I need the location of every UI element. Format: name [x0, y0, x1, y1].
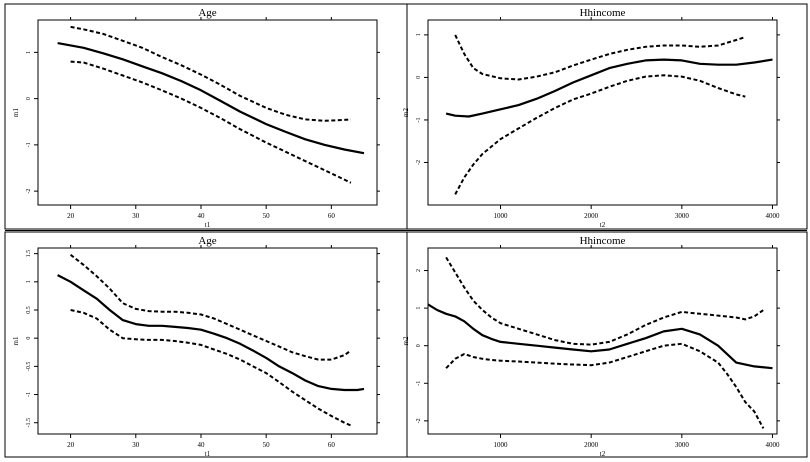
confidence-band-line — [70, 309, 352, 427]
x-axis-label: t2 — [600, 450, 606, 458]
estimate-line — [427, 303, 773, 370]
x-tick-label: 4000 — [765, 212, 780, 220]
y-tick-label: 0 — [26, 97, 32, 100]
y-tick-label: -1 — [26, 392, 32, 397]
confidence-band-line — [454, 34, 746, 81]
chart-title: Hhincome — [580, 235, 626, 247]
x-tick-label: 3000 — [675, 441, 690, 449]
x-axis-label: t1 — [205, 221, 211, 229]
x-tick-label: 20 — [67, 441, 75, 449]
y-tick-label: 1 — [26, 51, 32, 54]
chart-title: Hhincome — [580, 7, 626, 19]
y-tick-label: -0.5 — [26, 362, 32, 372]
x-tick-label: 50 — [263, 441, 271, 449]
confidence-band-line — [70, 60, 352, 184]
estimate-line — [57, 42, 365, 155]
y-axis-label: m1 — [12, 336, 20, 345]
y-tick-label: -1 — [26, 142, 32, 147]
estimate-line — [445, 58, 773, 118]
x-tick-label: 30 — [132, 212, 140, 220]
y-tick-label: 0 — [26, 337, 32, 340]
chart-title: Age — [198, 7, 216, 19]
chart-panel: Hhincome 1000 2000 3000 4000 -2 -1 0 1 t2 m2 — [402, 7, 780, 229]
chart-panel: Age 20 30 40 50 60 -2 -1 0 1 t1 m1 — [12, 7, 380, 229]
panel-frame-bottom-right — [406, 231, 808, 458]
x-tick-label: 50 — [263, 212, 271, 220]
confidence-band-line — [445, 256, 764, 346]
chart-panel: Age 20 30 40 50 60 -1.5 -1 -0.5 0 0.5 1 1.5 t1 m1 — [12, 235, 380, 458]
plot-area — [37, 247, 378, 435]
panel-frame-bottom-left — [4, 231, 408, 458]
y-tick-label: 2 — [416, 269, 422, 272]
x-tick-label: 1000 — [494, 441, 509, 449]
confidence-band-line — [69, 254, 352, 361]
y-tick-label: 1.5 — [26, 250, 32, 257]
x-tick-label: 2000 — [584, 212, 599, 220]
y-tick-label: 1 — [416, 33, 422, 36]
y-tick-label: 0.5 — [26, 306, 32, 314]
y-tick-label: -2 — [416, 418, 422, 423]
x-tick-label: 30 — [132, 441, 140, 449]
chart-title: Age — [198, 235, 216, 247]
y-tick-label: -1 — [416, 117, 422, 122]
y-tick-label: 1 — [416, 307, 422, 310]
y-tick-label: -2 — [26, 189, 32, 194]
x-tick-label: 60 — [328, 212, 336, 220]
x-tick-label: 3000 — [675, 212, 690, 220]
y-tick-label: 0 — [416, 344, 422, 347]
x-tick-label: 40 — [197, 441, 205, 449]
y-axis-label: m2 — [402, 108, 410, 117]
panel-frame-top-right — [406, 3, 808, 230]
x-axis-label: t1 — [205, 450, 211, 458]
y-tick-label: -1 — [416, 381, 422, 386]
x-tick-label: 1000 — [494, 212, 509, 220]
x-tick-label: 40 — [197, 212, 205, 220]
x-tick-label: 4000 — [765, 441, 780, 449]
y-tick-label: -1.5 — [26, 418, 32, 428]
plot-area — [427, 19, 778, 206]
plot-area — [427, 247, 778, 435]
x-tick-label: 60 — [328, 441, 336, 449]
y-tick-label: 1 — [26, 280, 32, 283]
y-tick-label: -2 — [416, 160, 422, 165]
estimate-line — [57, 274, 365, 392]
chart-panel: Hhincome 1000 2000 3000 4000 -2 -1 0 1 2 t2 m2 — [402, 235, 780, 458]
x-tick-label: 2000 — [584, 441, 599, 449]
y-axis-label: m2 — [402, 336, 410, 345]
confidence-band-line — [454, 74, 746, 195]
x-axis-label: t2 — [600, 221, 606, 229]
confidence-band-line — [445, 342, 765, 429]
x-tick-label: 20 — [67, 212, 75, 220]
y-axis-label: m1 — [12, 108, 20, 117]
panel-frame-top-left — [4, 3, 408, 230]
plot-area — [37, 19, 378, 206]
y-tick-label: 0 — [416, 76, 422, 79]
confidence-band-line — [70, 25, 351, 122]
